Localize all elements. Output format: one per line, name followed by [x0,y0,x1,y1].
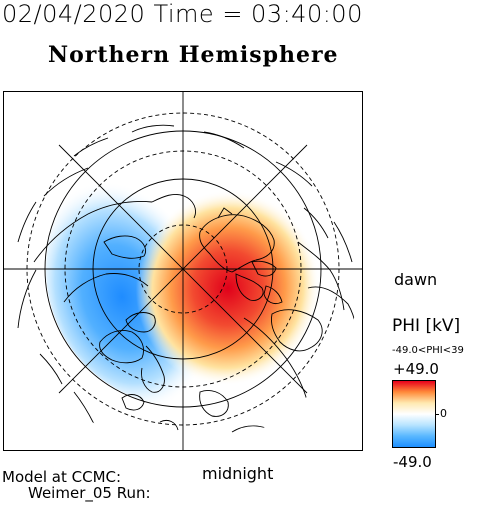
meridian-diagonal-2 [58,144,308,394]
potential-cells [46,181,320,406]
page-title: Northern Hemisphere [48,42,339,68]
colorbar-range: -49.0<PHI<39 [392,346,464,356]
date-time-header: 02/04/2020 Time = 03:40:00 [2,0,363,28]
dawn-label: dawn [394,270,438,289]
colorbar-min-label: -49.0 [393,453,432,471]
colorbar [392,380,436,448]
model-credit-line: Model at CCMC: [2,468,122,486]
colorbar-zero-tick [435,414,439,415]
colorbar-title: PHI [kV] [392,316,461,336]
polar-potential-map [3,91,363,451]
run-credit-line: Weimer_05 Run: [28,484,151,502]
midnight-label: midnight [202,464,274,483]
colorbar-zero-label: 0 [440,407,447,420]
meridian-grid [4,92,362,450]
colorbar-max-label: +49.0 [393,360,439,378]
